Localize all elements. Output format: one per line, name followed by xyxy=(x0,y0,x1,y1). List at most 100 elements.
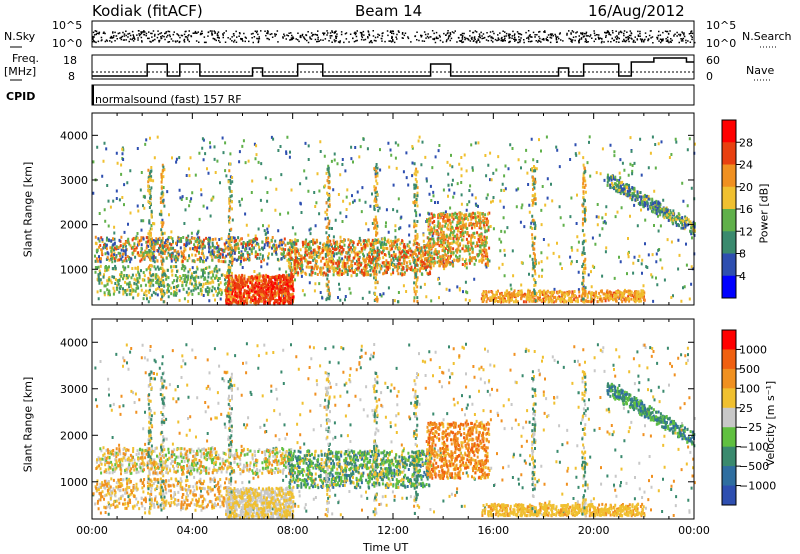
velocity-late xyxy=(686,427,689,431)
velocity-late xyxy=(607,392,610,396)
velocity-late xyxy=(652,416,655,420)
power-late xyxy=(675,221,678,225)
power-late xyxy=(689,230,692,234)
power-late xyxy=(647,195,650,199)
power-band-mid xyxy=(288,238,433,277)
power-band-rise xyxy=(425,211,490,268)
velocity-streak xyxy=(159,372,166,512)
velocity-streak xyxy=(325,377,331,518)
velocity-late xyxy=(657,419,660,423)
power-late xyxy=(668,215,671,219)
power-late xyxy=(640,198,643,202)
noise-right-tick-top: 10^5 xyxy=(706,19,737,32)
power-colorbar-segment xyxy=(722,120,736,143)
velocity-streak xyxy=(373,371,379,500)
power-late xyxy=(611,184,614,188)
power-late xyxy=(608,178,611,182)
velocity-late xyxy=(678,427,681,431)
power-colorbar-segment xyxy=(722,231,736,254)
velocity-late xyxy=(657,421,660,425)
velocity-late xyxy=(611,389,614,393)
power-late xyxy=(631,186,634,190)
velocity-strong xyxy=(225,486,295,520)
velocity-late xyxy=(614,389,617,393)
x-tick-label: 20:00 xyxy=(578,524,610,537)
velocity-late xyxy=(620,388,623,392)
power-streak xyxy=(373,167,379,303)
power-late xyxy=(609,186,612,190)
velocity-late xyxy=(611,385,614,389)
velocity-colorbar-frame xyxy=(721,329,737,506)
power-late xyxy=(656,202,659,206)
velocity-streak xyxy=(581,375,587,516)
velocity-late xyxy=(691,435,694,439)
power-late xyxy=(648,197,651,201)
power-colorbar-segment xyxy=(722,209,736,232)
power-panel-ytick-label: 2000 xyxy=(60,219,88,232)
power-late xyxy=(684,217,687,221)
power-late xyxy=(675,216,678,220)
velocity-late xyxy=(628,395,631,399)
velocity-colorbar-tick-label: −500 xyxy=(739,460,769,473)
power-late xyxy=(632,191,635,195)
velocity-late xyxy=(640,402,643,406)
power-late xyxy=(672,218,675,222)
power-late xyxy=(626,192,629,196)
velocity-late xyxy=(616,390,619,394)
velocity-late xyxy=(631,404,634,408)
power-late xyxy=(685,221,688,225)
power-colorbar-tick-label: 4 xyxy=(739,270,746,283)
x-tick-label: 00:00 xyxy=(76,524,108,537)
power-late xyxy=(671,221,674,225)
velocity-late xyxy=(614,397,617,401)
velocity-late xyxy=(659,412,662,416)
velocity-colorbar-tick-label: 1000 xyxy=(739,343,767,356)
power-late xyxy=(637,202,640,206)
power-streak xyxy=(227,162,234,301)
velocity-late xyxy=(663,415,666,419)
velocity-late xyxy=(613,393,616,397)
velocity-colorbar-segment xyxy=(722,388,736,409)
power-late xyxy=(649,201,652,205)
power-late xyxy=(619,191,622,195)
power-colorbar-segment xyxy=(722,164,736,188)
velocity-colorbar-segment xyxy=(722,349,736,370)
velocity-streak xyxy=(325,374,331,514)
power-late xyxy=(640,200,643,204)
power-late xyxy=(645,194,648,198)
power-band-rise xyxy=(426,211,490,268)
power-late xyxy=(661,210,664,214)
velocity-colorbar-tick-label: −25 xyxy=(739,421,762,434)
power-late xyxy=(642,198,645,202)
velocity-late xyxy=(624,394,627,398)
velocity-band-rise xyxy=(425,421,490,480)
velocity-late xyxy=(657,410,660,414)
velocity-late xyxy=(649,418,652,422)
power-late xyxy=(666,211,669,215)
power-panel-ytick-label: 3000 xyxy=(60,174,88,187)
velocity-late xyxy=(639,409,642,413)
power-late xyxy=(616,190,619,194)
power-late xyxy=(692,224,695,228)
velocity-late xyxy=(621,389,624,393)
power-late xyxy=(633,187,636,191)
power-late xyxy=(670,211,673,215)
velocity-colorbar-tick-label: 500 xyxy=(739,363,760,376)
x-tick-label: 12:00 xyxy=(377,524,409,537)
power-late xyxy=(624,189,627,193)
power-streak xyxy=(325,166,331,302)
velocity-late xyxy=(668,428,671,432)
power-late xyxy=(608,176,611,180)
velocity-late xyxy=(629,405,632,409)
power-late xyxy=(646,201,649,205)
power-late xyxy=(619,181,622,185)
power-colorbar-segment xyxy=(722,186,736,210)
power-late xyxy=(621,187,624,191)
velocity-late xyxy=(642,410,645,414)
velocity-late xyxy=(656,418,659,422)
velocity-late xyxy=(607,389,610,393)
power-late xyxy=(626,189,629,193)
power-late xyxy=(651,197,654,201)
velocity-late xyxy=(620,397,623,401)
velocity-late xyxy=(630,397,633,401)
